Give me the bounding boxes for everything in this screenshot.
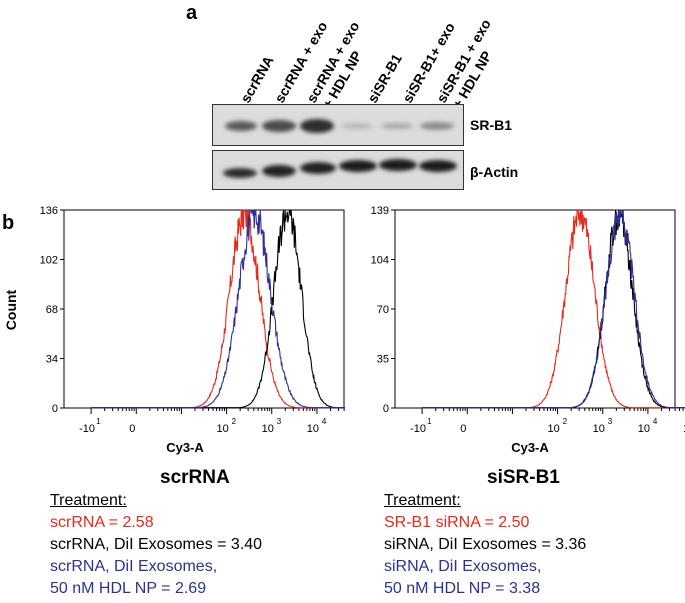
x-axis-ticks: -1010102103104105 <box>410 408 685 435</box>
x-tick-label: 10 <box>683 423 685 435</box>
x-tick-label: 10 <box>638 423 650 435</box>
y-tick-label: 35 <box>377 354 389 366</box>
y-tick-label: 136 <box>40 205 58 217</box>
y-tick-label: 102 <box>40 255 58 267</box>
x-tick-label: 0 <box>460 423 466 435</box>
x-tick-exponent: 2 <box>563 417 568 426</box>
scrrna-legend: Treatment: scrRNA = 2.58 scrRNA, DiI Exo… <box>50 490 262 600</box>
y-axis-ticks: 0 34 68 102 136 <box>40 205 64 415</box>
y-axis-ticks: 0 35 70 104 139 <box>371 205 395 415</box>
y-tick-label: 139 <box>371 205 389 217</box>
x-tick-label: 10 <box>593 423 605 435</box>
histogram-series-blue <box>422 209 685 409</box>
x-tick-exponent: 4 <box>322 417 327 426</box>
x-tick-exponent: 2 <box>232 417 237 426</box>
legend-line-blue-2: 50 nM HDL NP = 2.69 <box>50 580 207 597</box>
legend-line-blue-2: 50 nM HDL NP = 3.38 <box>384 580 541 597</box>
y-tick-label: 70 <box>377 304 389 316</box>
x-tick-exponent: 4 <box>653 417 658 426</box>
x-tick-label: -10 <box>79 423 95 435</box>
legend-line-black: scrRNA, DiI Exosomes = 3.40 <box>50 536 263 553</box>
legend-line-black: siRNA, DiI Exosomes = 3.36 <box>384 536 587 553</box>
x-tick-label: 10 <box>216 423 228 435</box>
legend-heading: Treatment: <box>384 492 461 509</box>
x-tick-exponent: 3 <box>608 417 613 426</box>
histogram-curves <box>422 209 685 409</box>
x-tick-label: 0 <box>129 423 135 435</box>
x-axis-label: Cy3-A <box>166 440 204 455</box>
x-axis-ticks: -1010102103104105 <box>79 408 345 435</box>
histogram-series-black <box>91 209 345 409</box>
x-tick-exponent: 1 <box>96 417 101 426</box>
x-tick-label: 10 <box>307 423 319 435</box>
histogram-curves <box>91 209 345 409</box>
y-tick-label: 0 <box>383 403 389 415</box>
x-tick-exponent: 3 <box>277 417 282 426</box>
sr-b1-label: SR-B1 <box>470 117 513 133</box>
y-tick-label: 104 <box>371 255 389 267</box>
histogram-series-black <box>422 209 685 409</box>
sisr-b1-legend: Treatment: SR-B1 siRNA = 2.50 siRNA, DiI… <box>384 490 586 600</box>
y-tick-label: 68 <box>46 304 58 316</box>
beta-actin-label: β-Actin <box>470 164 519 180</box>
histogram-series-red <box>91 209 345 409</box>
sr-b1-blot <box>212 104 464 146</box>
legend-line-blue-1: scrRNA, DiI Exosomes, <box>50 558 218 575</box>
x-axis-label: Cy3-A <box>511 440 549 455</box>
legend-line-blue-1: siRNA, DiI Exosomes, <box>384 558 542 575</box>
panel-b-label: b <box>2 212 15 234</box>
y-tick-label: 34 <box>46 354 58 366</box>
beta-actin-blot <box>212 150 464 190</box>
histogram-series-blue <box>91 209 345 409</box>
scrrna-title: scrRNA <box>160 467 230 488</box>
legend-line-red: SR-B1 siRNA = 2.50 <box>384 514 530 531</box>
y-axis-label: Count <box>3 289 19 330</box>
x-tick-label: 10 <box>547 423 559 435</box>
x-tick-label: -10 <box>410 423 426 435</box>
x-tick-label: 10 <box>262 423 274 435</box>
legend-heading: Treatment: <box>50 492 127 509</box>
x-tick-exponent: 1 <box>427 417 432 426</box>
legend-line-red: scrRNA = 2.58 <box>50 514 154 531</box>
panel-a-label: a <box>186 2 198 24</box>
sisr-b1-title: siSR-B1 <box>487 467 560 488</box>
y-tick-label: 0 <box>52 403 58 415</box>
